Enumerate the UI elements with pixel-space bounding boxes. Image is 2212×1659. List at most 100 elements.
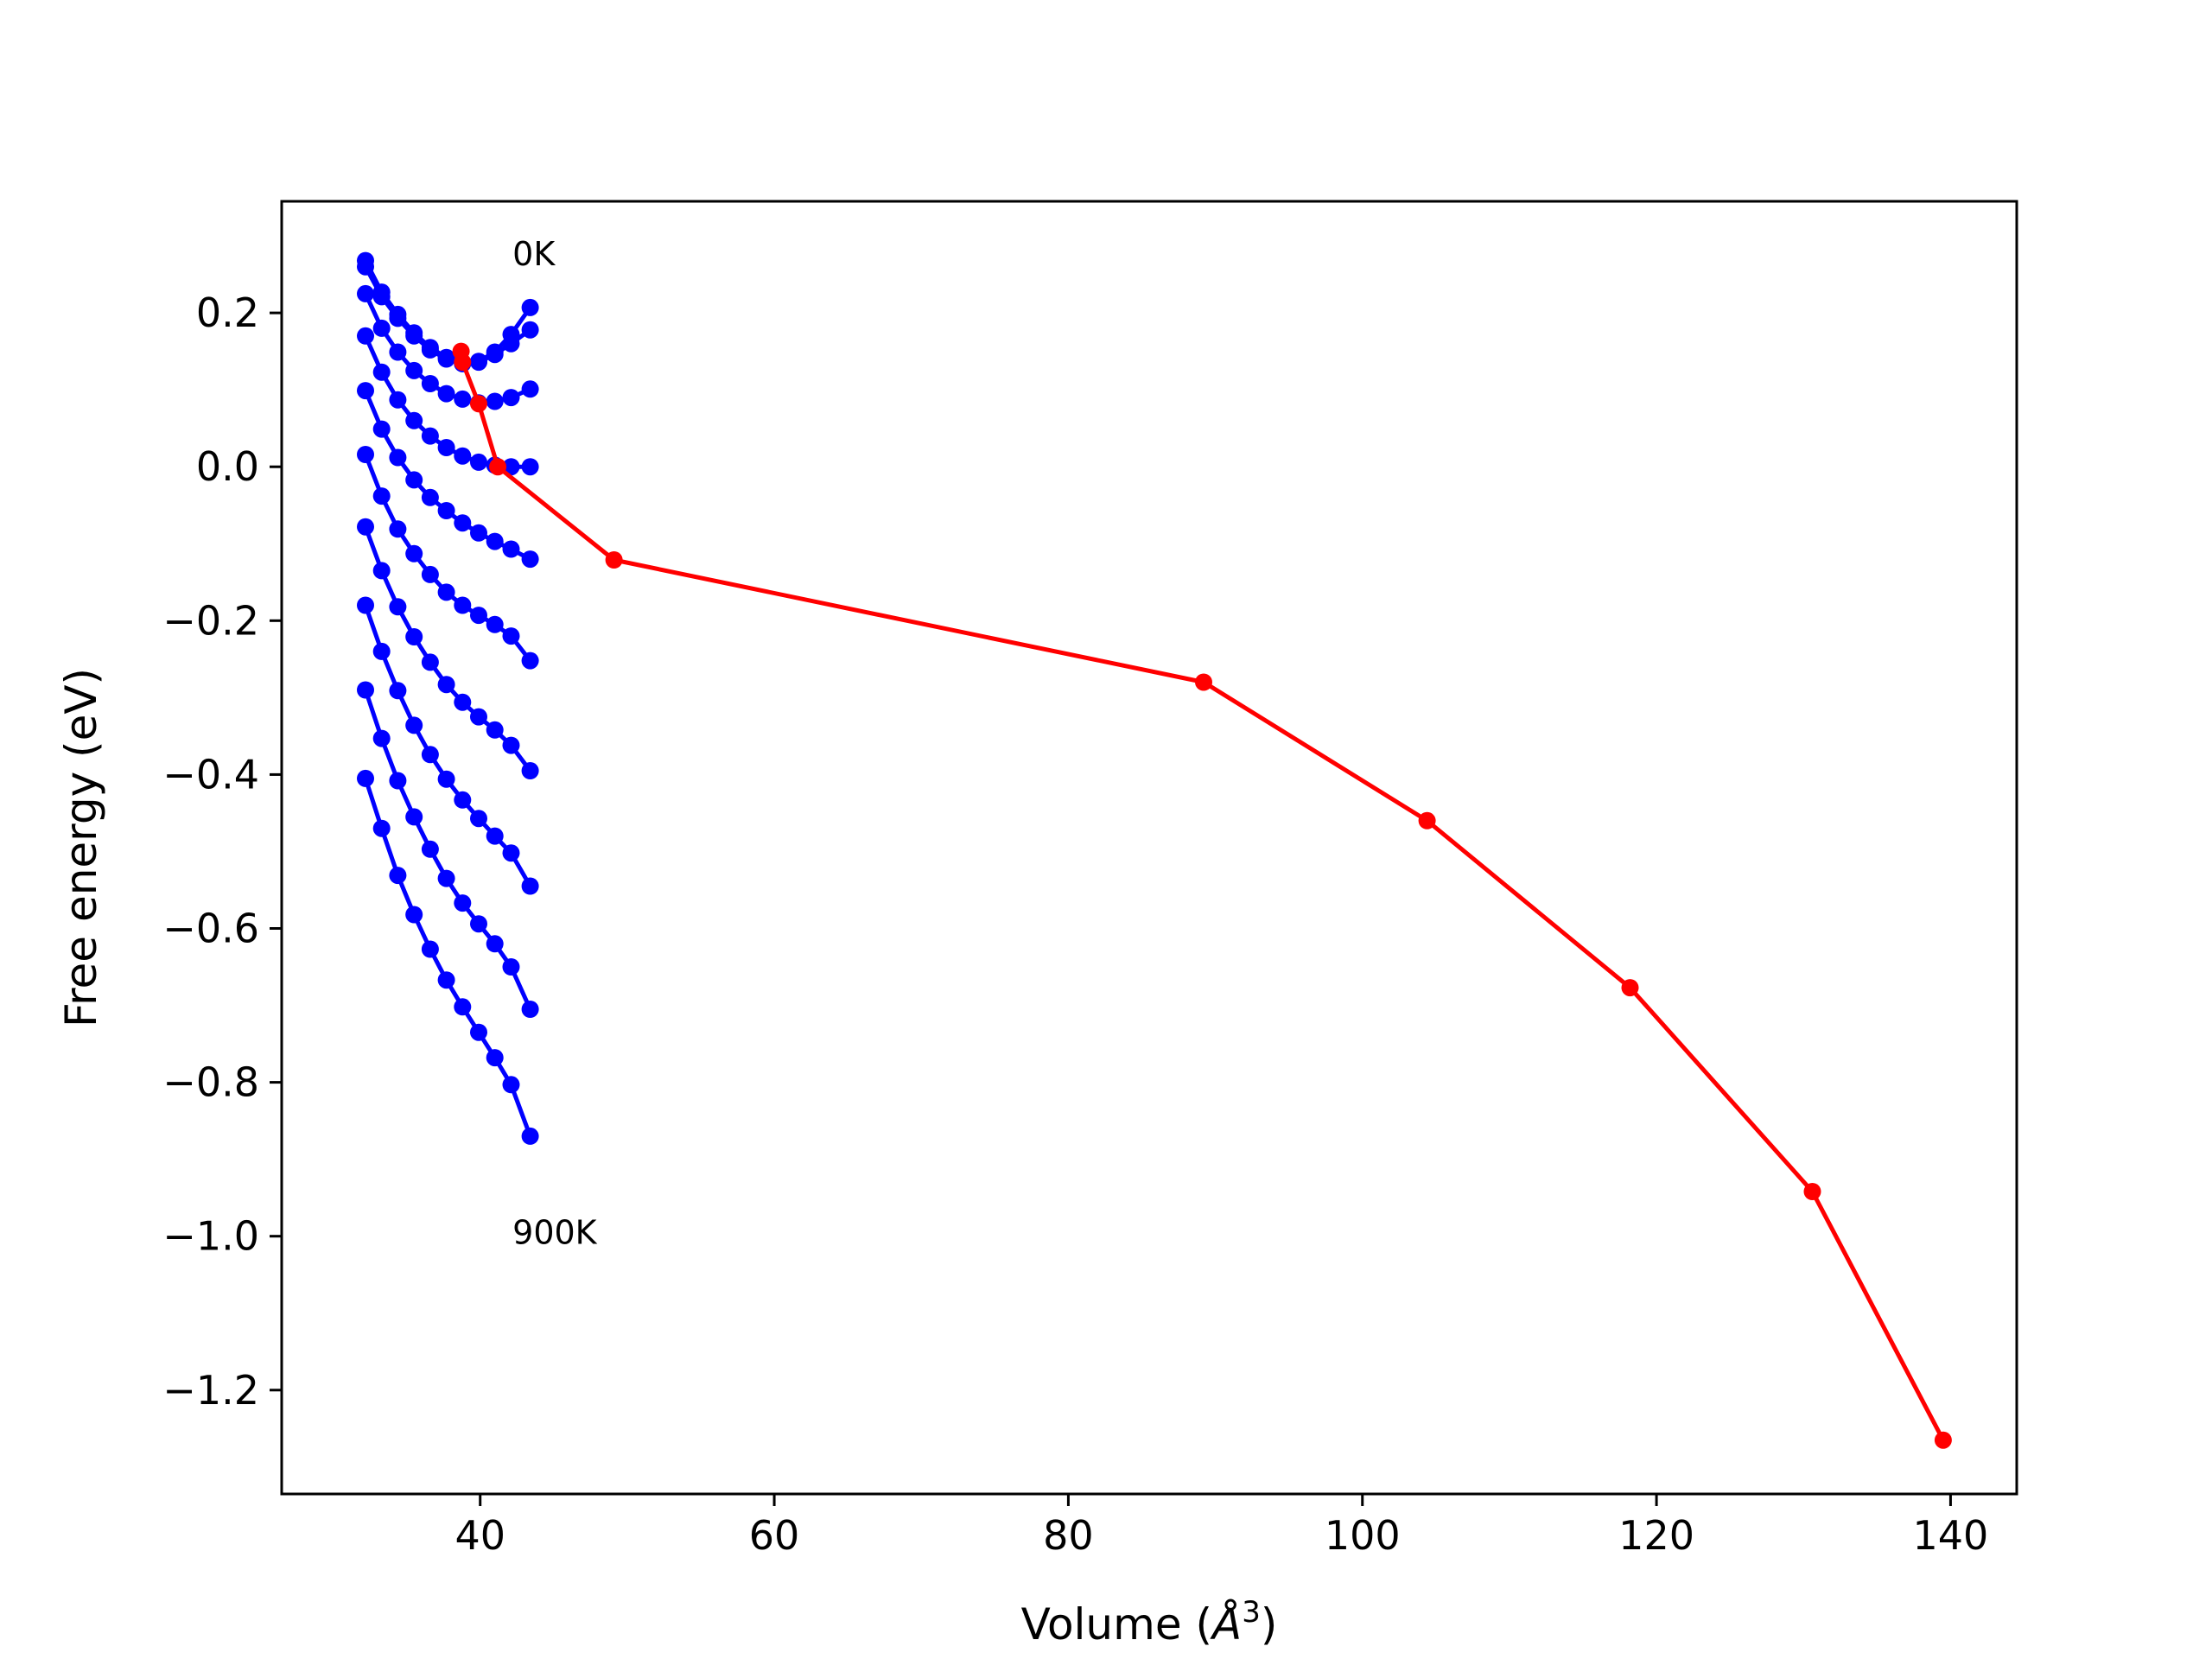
isotherm-point bbox=[486, 827, 504, 845]
isotherm-7 bbox=[357, 518, 539, 779]
isotherm-point bbox=[421, 565, 439, 583]
isotherm-point bbox=[421, 940, 439, 958]
isotherm-point bbox=[470, 708, 487, 726]
minimum-path-point bbox=[605, 551, 623, 569]
isotherm-point bbox=[502, 736, 520, 754]
minimum-path-point bbox=[470, 395, 487, 413]
isotherm-line bbox=[363, 525, 532, 772]
minimum-path-series bbox=[452, 342, 1952, 1449]
isotherm-point bbox=[521, 652, 539, 670]
annotation-label: 0K bbox=[512, 235, 556, 273]
isotherm-point bbox=[470, 915, 487, 933]
isotherm-point bbox=[486, 532, 504, 550]
isotherm-point bbox=[454, 514, 472, 532]
isotherm-point bbox=[502, 958, 520, 976]
isotherm-point bbox=[502, 1076, 520, 1094]
isotherm-point bbox=[357, 446, 374, 463]
isotherm-point bbox=[486, 935, 504, 953]
isotherm-point bbox=[486, 615, 504, 633]
minimum-path-point bbox=[1803, 1183, 1821, 1200]
y-tick-label: −1.0 bbox=[162, 1213, 259, 1260]
isotherm-point bbox=[421, 653, 439, 671]
y-tick-label: −0.6 bbox=[162, 906, 259, 952]
isotherm-point bbox=[521, 321, 539, 339]
minimum-path-line bbox=[459, 351, 1946, 1441]
isotherm-point bbox=[502, 389, 520, 407]
isotherm-point bbox=[389, 343, 407, 361]
isotherm-point bbox=[357, 769, 374, 787]
x-tick-label: 40 bbox=[454, 1512, 505, 1559]
isotherm-point bbox=[421, 488, 439, 506]
isotherm-point bbox=[521, 1127, 539, 1145]
y-tick-label: 0.0 bbox=[196, 443, 259, 490]
isotherm-point bbox=[437, 676, 455, 694]
isotherm-point bbox=[357, 327, 374, 345]
isotherm-point bbox=[372, 729, 391, 747]
isotherm-point bbox=[389, 448, 407, 467]
isotherm-point bbox=[389, 391, 407, 409]
isotherm-10 bbox=[357, 769, 539, 1145]
isotherm-point bbox=[405, 411, 423, 429]
isotherm-point bbox=[372, 562, 391, 580]
plot-frame bbox=[280, 200, 2018, 1496]
isotherm-point bbox=[389, 598, 407, 616]
isotherm-point bbox=[521, 1001, 539, 1018]
isotherm-5 bbox=[357, 382, 539, 569]
isotherm-point bbox=[372, 420, 391, 438]
isotherm-point bbox=[470, 524, 487, 542]
isotherm-point bbox=[470, 453, 487, 471]
isotherm-point bbox=[521, 877, 539, 895]
isotherm-point bbox=[486, 346, 504, 364]
isotherm-point bbox=[521, 380, 539, 398]
isotherm-point bbox=[502, 627, 520, 645]
x-tick-label: 120 bbox=[1618, 1512, 1694, 1559]
isotherm-point bbox=[389, 682, 407, 700]
isotherm-point bbox=[486, 721, 504, 739]
isotherm-point bbox=[437, 439, 455, 456]
isotherm-point bbox=[437, 583, 455, 601]
isotherm-point bbox=[357, 284, 374, 302]
minimum-path-point bbox=[489, 458, 507, 476]
x-tick-label: 60 bbox=[749, 1512, 800, 1559]
isotherm-point bbox=[372, 288, 391, 306]
isotherm-point bbox=[405, 471, 423, 489]
isotherm-point bbox=[470, 1023, 487, 1041]
isotherm-point bbox=[454, 998, 472, 1016]
y-axis-label: Free energy (eV) bbox=[56, 668, 106, 1027]
y-tick-label: −0.4 bbox=[162, 751, 259, 798]
isotherm-point bbox=[454, 693, 472, 711]
annotations: 0K 900K bbox=[512, 235, 598, 1252]
isotherm-point bbox=[405, 544, 423, 563]
isotherm-6 bbox=[357, 446, 539, 670]
minimum-path-point bbox=[1195, 673, 1212, 691]
x-tick-label: 100 bbox=[1325, 1512, 1401, 1559]
isotherm-point bbox=[357, 596, 374, 614]
isotherm-point bbox=[405, 808, 423, 826]
y-axis: 0.2 0.0 −0.2 −0.4 −0.6 −0.8 −1.0 −1.2 bbox=[162, 289, 282, 1414]
annotation-label: 900K bbox=[512, 1214, 598, 1252]
isotherm-point bbox=[454, 596, 472, 614]
series-layer bbox=[357, 251, 1952, 1449]
isotherm-point bbox=[405, 628, 423, 645]
isotherm-point bbox=[372, 319, 391, 337]
isotherm-point bbox=[405, 906, 423, 924]
minimum-path-point bbox=[454, 353, 472, 372]
x-axis-label: Volume (Å3) bbox=[1021, 1595, 1278, 1649]
isotherm-point bbox=[357, 382, 374, 400]
isotherm-point bbox=[521, 458, 539, 476]
isotherm-point bbox=[502, 334, 520, 353]
isotherm-point bbox=[521, 550, 539, 569]
isotherm-point bbox=[372, 642, 391, 660]
isotherm-point bbox=[437, 971, 455, 989]
isotherm-point bbox=[486, 1049, 504, 1067]
isotherm-point bbox=[357, 518, 374, 536]
isotherm-point bbox=[437, 869, 455, 887]
isotherm-3 bbox=[357, 284, 539, 412]
isotherm-point bbox=[389, 520, 407, 538]
y-tick-label: −0.8 bbox=[162, 1059, 259, 1106]
isotherm-point bbox=[437, 350, 455, 368]
isotherm-point bbox=[502, 540, 520, 558]
isotherm-point bbox=[421, 340, 439, 359]
isotherm-point bbox=[470, 607, 487, 625]
